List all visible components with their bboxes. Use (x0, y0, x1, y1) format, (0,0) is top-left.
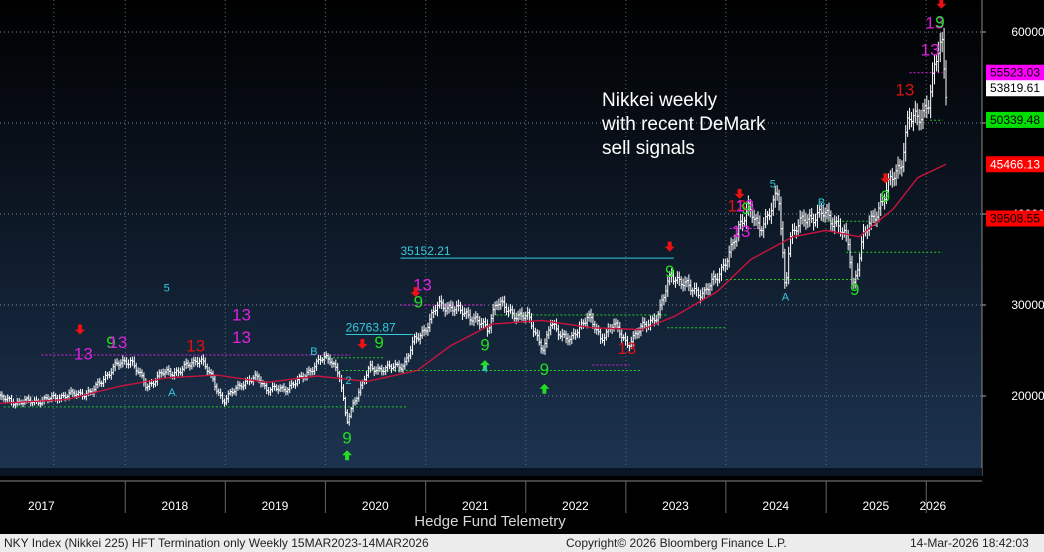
td-marker-label: 5 (164, 282, 170, 294)
x-year-label: 2018 (162, 499, 189, 513)
countdown-13-label: 13 (895, 81, 914, 100)
chart-subtitle: Hedge Fund Telemetry (414, 513, 566, 530)
buy-arrow-icon (539, 383, 550, 394)
y-tick-label: 30000 (1011, 298, 1044, 312)
plot-background (0, 0, 982, 468)
x-year-label: 2023 (662, 499, 689, 513)
sell-arrow-icon (357, 339, 368, 350)
setup-9-label: 9 (374, 333, 383, 352)
sell-arrow-icon (664, 241, 675, 252)
td-marker-label: B (818, 197, 825, 209)
setup-9-label: 9 (881, 187, 890, 206)
x-axis-band (0, 476, 1044, 513)
setup-9-label: 9 (106, 333, 115, 352)
price-tag-box (986, 80, 1044, 97)
td-marker-label: A (782, 291, 790, 303)
countdown-13-label: 13 (413, 275, 432, 294)
countdown-13-label: 13 (925, 13, 944, 32)
x-year-label: 2025 (862, 499, 889, 513)
moving-average-line (0, 163, 947, 404)
countdown-13-label: 13 (232, 328, 251, 347)
countdown-13-label: 13 (108, 333, 127, 352)
setup-9-label: 9 (540, 360, 549, 379)
x-year-label: 2017 (28, 499, 55, 513)
sell-arrow-icon (936, 0, 947, 9)
countdown-13-label: 13 (186, 336, 205, 355)
countdown-13-label: 13 (232, 305, 251, 324)
countdown-13-label: 13 (727, 196, 746, 215)
x-year-label: 2022 (562, 499, 589, 513)
price-tag-label: 55523.03 (990, 66, 1040, 80)
footer-bar: NKY Index (Nikkei 225) HFT Termination o… (0, 534, 1044, 552)
countdown-13-label: 13 (617, 339, 636, 358)
td-marker-label: B (310, 346, 317, 358)
td-marker-label: 2 (345, 375, 351, 387)
buy-arrow-icon (342, 450, 353, 461)
footer-description: NKY Index (Nikkei 225) HFT Termination o… (4, 536, 429, 550)
footer-copyright: Copyright© 2026 Bloomberg Finance L.P. (566, 536, 787, 550)
sell-arrow-icon (410, 287, 421, 298)
setup-9-label: 9 (665, 262, 674, 281)
price-tag-box (986, 111, 1044, 128)
chart-annotation: Nikkei weekly with recent DeMark sell sign… (601, 90, 766, 159)
countdown-13-label: 13 (921, 41, 940, 60)
setup-9-label: 9 (480, 336, 489, 355)
sell-arrow-icon (734, 188, 745, 199)
setup-9-label: 9 (935, 12, 944, 31)
setup-9-label: 9 (414, 293, 423, 312)
td-marker-label: 4 (482, 363, 488, 375)
chart-annotation-line: with recent DeMark (601, 114, 766, 135)
setup-9-label: 9 (741, 199, 750, 218)
footer-timestamp: 14-Mar-2026 18:42:03 (910, 536, 1029, 550)
price-tag-box (986, 156, 1044, 173)
sell-arrow-icon (880, 173, 891, 184)
lower-panel-strip (0, 468, 982, 476)
x-year-label: 2024 (762, 499, 789, 513)
sell-arrow-icon (75, 324, 86, 335)
price-tag-label: 53819.61 (990, 81, 1040, 95)
buy-arrow-icon (479, 360, 490, 371)
countdown-13-label: 13 (735, 196, 754, 215)
price-tag-box (986, 64, 1044, 81)
x-year-label: 2021 (462, 499, 489, 513)
price-tag-label: 50339.48 (990, 113, 1040, 127)
chart-annotation-line: Nikkei weekly (602, 90, 718, 111)
level-label: 26763.87 (346, 320, 396, 334)
countdown-13-label: 13 (731, 222, 750, 241)
y-tick-label: 60000 (1011, 25, 1044, 39)
x-year-label: 2019 (262, 499, 289, 513)
td-marker-label: A (168, 387, 176, 399)
price-tag-label: 39508.55 (990, 211, 1040, 225)
x-year-label: 2026 (919, 499, 946, 513)
countdown-13-label: 13 (74, 345, 93, 364)
x-year-label: 2020 (362, 499, 389, 513)
price-tag-box (986, 210, 1044, 227)
price-tag-label: 45466.13 (990, 157, 1040, 171)
setup-9-label: 9 (342, 428, 351, 447)
level-label: 35152.21 (400, 244, 450, 258)
y-tick-label: 20000 (1011, 389, 1044, 403)
setup-9-label: 9 (850, 280, 859, 299)
chart-annotation-line: sell signals (602, 138, 695, 159)
td-marker-label: 5 (770, 179, 776, 191)
